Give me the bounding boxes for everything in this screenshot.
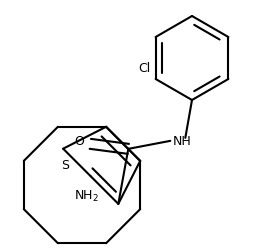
Text: NH: NH	[172, 135, 191, 148]
Text: Cl: Cl	[138, 62, 151, 75]
Text: NH$_2$: NH$_2$	[74, 188, 99, 204]
Text: S: S	[61, 159, 69, 172]
Text: O: O	[75, 135, 84, 148]
